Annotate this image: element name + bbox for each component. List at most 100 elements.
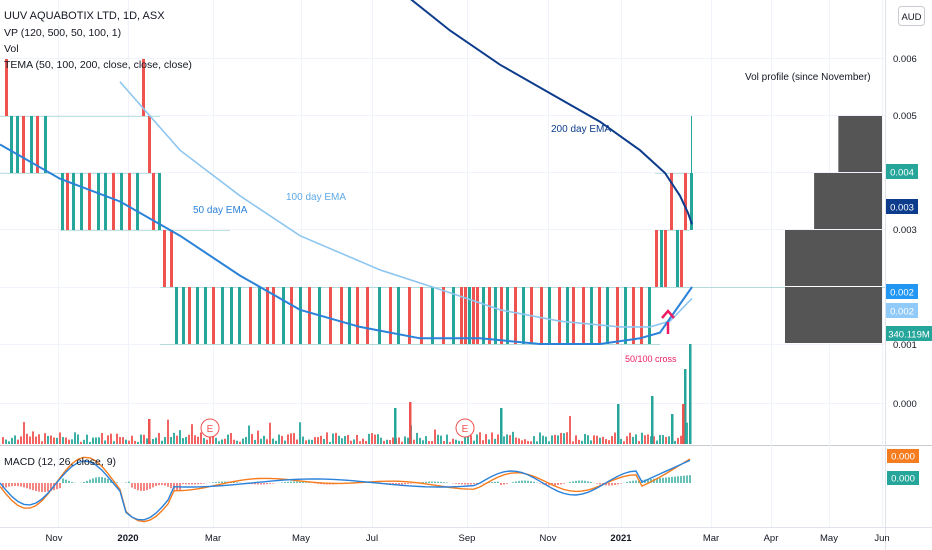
macd-label[interactable]: MACD (12, 26, close, 9) [4,456,116,468]
price-badge-label: 0.002 [890,288,914,299]
price-bars [0,59,885,345]
price-tick: 0.003 [893,225,917,236]
macd-bar [686,475,688,483]
price-bar [230,287,233,344]
volume-bar [536,441,538,444]
volume-bar [89,441,91,444]
volume-bar [557,435,559,444]
macd-bar [476,483,478,484]
macd-bar [599,483,601,485]
volume-bar [56,437,58,444]
price-bar [112,173,115,230]
volume-bars [2,344,692,444]
volume-bar [407,437,409,444]
price-bar [221,287,224,344]
price-bar [366,287,369,344]
macd-bar [254,483,256,485]
volume-bar [221,439,223,444]
indicator-tema[interactable]: TEMA (50, 100, 200, close, close, close) [4,59,192,71]
svg-text:0.000: 0.000 [891,452,915,463]
volume-bar [290,433,292,444]
volume-bar [320,435,322,444]
volume-bar [344,436,346,444]
macd-bar [140,483,142,491]
earnings-marker[interactable]: E [200,418,220,438]
ema100-annotation: 100 day EMA [286,192,346,203]
macd-bar [584,480,586,483]
volume-bar [662,435,664,444]
macd-bar [524,480,526,483]
price-badge [886,199,918,214]
macd-bar [302,481,304,483]
currency-button[interactable]: AUD [898,6,925,26]
macd-bar [62,478,64,483]
macd-bar [683,475,685,483]
volume-bar [365,440,367,444]
macd-bar [89,479,91,483]
volume-bar [422,440,424,444]
volume-bar [446,434,448,444]
symbol-title[interactable]: UUV AQUABOTIX LTD, 1D, ASX [4,10,165,22]
volume-bar [17,439,19,444]
volume-bar [98,437,100,444]
macd-bar [260,483,262,485]
macd-bar [164,483,166,486]
macd-bar [71,481,73,483]
volume-bar [230,432,232,444]
volume-bar [584,433,586,444]
volume-spike [682,404,685,444]
volume-bar [173,432,175,444]
volume-bar [608,440,610,444]
macd-bar [626,481,628,483]
time-tick: Jun [874,533,889,544]
volume-bar [524,439,526,444]
macd-bar [272,483,274,484]
time-tick: May [820,533,838,544]
macd-bar [395,483,397,485]
price-bar [590,287,593,344]
price-bar [640,287,643,344]
time-axis[interactable]: Nov 2020 Mar May Jul Sep Nov 2021 Mar Apr May Jun [46,533,890,544]
earnings-marker[interactable]: E [455,418,475,438]
volume-bar [659,434,661,444]
price-bar [204,287,207,344]
volume-bar [332,433,334,444]
macd-bar [86,480,88,483]
price-bar [152,173,155,230]
volume-bar [245,437,247,444]
volume-spike [684,369,687,444]
cross-annotation: 50/100 cross [625,354,677,364]
macd-bar [188,483,190,485]
price-bar [66,173,69,230]
macd-line [0,459,691,521]
volume-bar [170,437,172,444]
macd-bar [578,480,580,483]
indicator-vol[interactable]: Vol [4,43,19,55]
macd-bar [116,482,118,483]
volume-bar [338,435,340,444]
volume-bar [65,437,67,444]
volume-bar [533,436,535,444]
indicator-vp[interactable]: VP (120, 500, 50, 100, 1) [4,27,121,39]
macd-bar [98,477,100,483]
macd-bar [428,481,430,483]
macd-bar [38,483,40,492]
macd-bar [101,477,103,483]
volume-bar [302,436,304,444]
volume-bar [572,441,574,444]
macd-bar [152,483,154,488]
volume-bar [452,438,454,444]
volume-bar [527,440,529,444]
macd-bar [23,483,25,488]
price-axis[interactable]: 0.006 0.005 0.004 0.003 0.002 0.001 0.000 [893,54,917,410]
volume-spike [409,402,412,444]
time-tick: Nov [46,533,63,544]
macd-value-badge: 0.000 [887,449,919,463]
volume-bar [308,439,310,444]
volume-bar [101,433,103,444]
price-bar [464,287,467,344]
time-tick: Mar [205,533,221,544]
price-bar [558,287,561,344]
price-badge [886,326,932,341]
macd-bar [287,481,289,483]
